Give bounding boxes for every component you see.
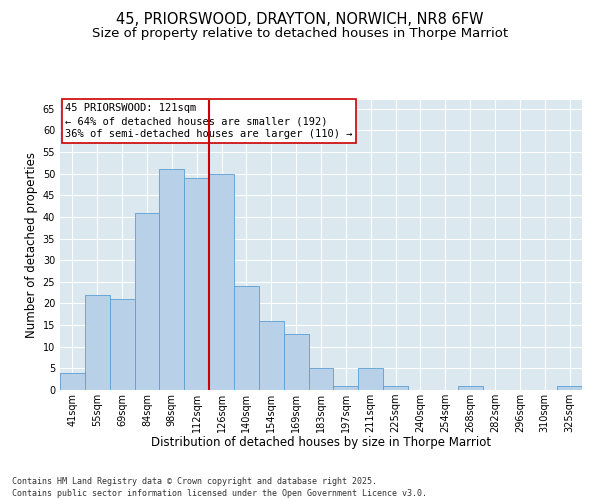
Y-axis label: Number of detached properties: Number of detached properties	[25, 152, 38, 338]
Bar	[160, 170, 184, 390]
Bar	[184, 178, 209, 390]
Bar	[557, 386, 582, 390]
Bar	[259, 320, 284, 390]
Bar	[458, 386, 482, 390]
Bar	[284, 334, 308, 390]
Bar	[110, 299, 134, 390]
Text: 45 PRIORSWOOD: 121sqm
← 64% of detached houses are smaller (192)
36% of semi-det: 45 PRIORSWOOD: 121sqm ← 64% of detached …	[65, 103, 353, 140]
Bar	[60, 372, 85, 390]
X-axis label: Distribution of detached houses by size in Thorpe Marriot: Distribution of detached houses by size …	[151, 436, 491, 450]
Text: 45, PRIORSWOOD, DRAYTON, NORWICH, NR8 6FW: 45, PRIORSWOOD, DRAYTON, NORWICH, NR8 6F…	[116, 12, 484, 28]
Bar	[234, 286, 259, 390]
Bar	[308, 368, 334, 390]
Text: Size of property relative to detached houses in Thorpe Marriot: Size of property relative to detached ho…	[92, 28, 508, 40]
Bar	[383, 386, 408, 390]
Bar	[134, 212, 160, 390]
Bar	[209, 174, 234, 390]
Bar	[85, 295, 110, 390]
Bar	[334, 386, 358, 390]
Bar	[358, 368, 383, 390]
Text: Contains HM Land Registry data © Crown copyright and database right 2025.
Contai: Contains HM Land Registry data © Crown c…	[12, 476, 427, 498]
